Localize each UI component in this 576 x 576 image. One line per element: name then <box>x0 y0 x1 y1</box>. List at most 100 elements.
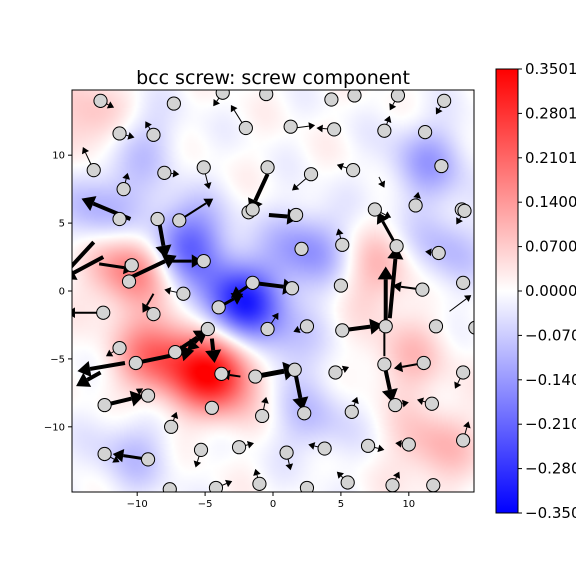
atom-markers <box>86 90 474 492</box>
atom-marker <box>128 355 143 371</box>
atom-marker <box>335 237 350 252</box>
displacement-arrow <box>72 255 105 280</box>
heatmap-field <box>72 90 474 492</box>
displacement-arrow <box>77 360 126 377</box>
atom-marker <box>176 286 191 301</box>
colorbar-gradient <box>495 68 519 514</box>
atom-marker <box>317 441 332 456</box>
atom-marker <box>456 365 471 380</box>
atom-marker <box>238 120 253 136</box>
atom-marker <box>116 182 131 197</box>
atom-marker <box>416 355 431 371</box>
atom-marker <box>367 202 382 217</box>
displacement-arrow <box>378 176 386 188</box>
atom-marker <box>401 437 416 452</box>
atom-marker <box>146 127 161 142</box>
atom-marker <box>437 93 452 108</box>
displacement-arrow <box>76 370 102 387</box>
y-tick-label: −5 <box>50 354 65 365</box>
colorbar-tick-label: −0.0700 <box>525 326 576 344</box>
y-axis: 10 5 0 −5 −10 <box>44 151 72 433</box>
atom-marker <box>172 213 187 228</box>
atom-marker <box>208 480 224 492</box>
atom-marker <box>93 93 108 108</box>
atom-marker <box>112 126 127 141</box>
chart-title: bcc screw: screw component <box>136 67 410 89</box>
atom-marker <box>360 438 376 453</box>
colorbar-tick-label: 0.3501 <box>525 60 576 78</box>
atom-marker <box>468 320 474 335</box>
atom-marker <box>112 211 127 227</box>
atom-marker <box>245 202 260 217</box>
atom-marker <box>215 90 230 100</box>
atom-marker <box>196 254 211 269</box>
atom-marker <box>288 207 304 223</box>
y-tick-label: −10 <box>44 422 65 433</box>
atom-marker <box>335 323 350 338</box>
atom-marker <box>426 478 441 492</box>
atom-marker <box>146 306 161 322</box>
colorbar-tick-label: −0.3501 <box>525 504 576 522</box>
colorbar-ticks: 0.3501 0.2801 0.2101 0.1400 0.0700 0.0000 −0.0… <box>518 60 576 522</box>
colorbar: 0.3501 0.2801 0.2101 0.1400 0.0700 0.0000 −0.0… <box>495 60 576 522</box>
atom-marker <box>248 369 263 384</box>
atom-marker <box>86 163 101 178</box>
atom-marker <box>97 397 112 413</box>
atom-marker <box>196 160 211 175</box>
atom-marker <box>193 442 209 457</box>
atom-marker <box>211 300 226 315</box>
atom-marker <box>283 119 298 134</box>
colorbar-tick-label: −0.2101 <box>525 415 576 433</box>
atom-marker <box>377 357 392 372</box>
atom-marker <box>279 445 294 460</box>
atom-marker <box>140 388 156 403</box>
atom-marker <box>96 305 111 320</box>
displacement-arrow <box>449 295 472 312</box>
atom-marker <box>121 274 137 289</box>
atom-marker <box>415 282 430 297</box>
atom-marker <box>303 167 319 182</box>
atom-marker <box>434 158 449 174</box>
plot-area: −10 −5 0 5 10 10 5 0 −5 −10 <box>44 89 475 510</box>
atom-marker <box>424 396 439 411</box>
atom-marker <box>297 406 312 421</box>
displacement-arrow <box>377 266 394 327</box>
atom-marker <box>157 165 172 180</box>
displacement-arrow <box>142 293 155 313</box>
atom-marker <box>252 476 267 491</box>
atom-marker <box>456 275 471 290</box>
atom-marker <box>408 198 423 213</box>
atom-marker <box>346 163 361 178</box>
atom-marker <box>385 478 400 492</box>
colorbar-tick-label: −0.2801 <box>525 460 576 478</box>
atom-marker <box>164 419 179 434</box>
y-tick-label: 10 <box>52 151 65 162</box>
atom-marker <box>388 397 403 413</box>
x-tick-label: 10 <box>402 499 415 510</box>
atom-marker <box>245 275 260 290</box>
atom-marker <box>347 90 362 103</box>
atom-marker <box>428 319 444 334</box>
atom-marker <box>294 241 309 256</box>
atom-marker <box>214 366 229 381</box>
atom-marker <box>204 400 219 415</box>
y-tick-label: 0 <box>59 287 65 298</box>
atom-marker <box>324 92 339 107</box>
colorbar-tick-label: 0.0700 <box>525 238 576 256</box>
atom-marker <box>168 345 183 360</box>
atom-marker <box>328 365 343 380</box>
atom-marker <box>418 125 433 140</box>
displacement-arrow <box>205 338 222 363</box>
atom-marker <box>150 211 165 227</box>
x-tick-label: −5 <box>198 499 213 510</box>
y-tick-label: 5 <box>59 219 65 230</box>
atom-marker <box>287 362 302 377</box>
atom-marker <box>260 321 275 337</box>
atom-marker <box>255 408 270 424</box>
atom-marker <box>231 440 247 455</box>
x-tick-label: −10 <box>127 499 148 510</box>
atom-marker <box>340 475 355 490</box>
x-tick-label: 0 <box>270 499 276 510</box>
x-axis: −10 −5 0 5 10 <box>127 492 415 510</box>
